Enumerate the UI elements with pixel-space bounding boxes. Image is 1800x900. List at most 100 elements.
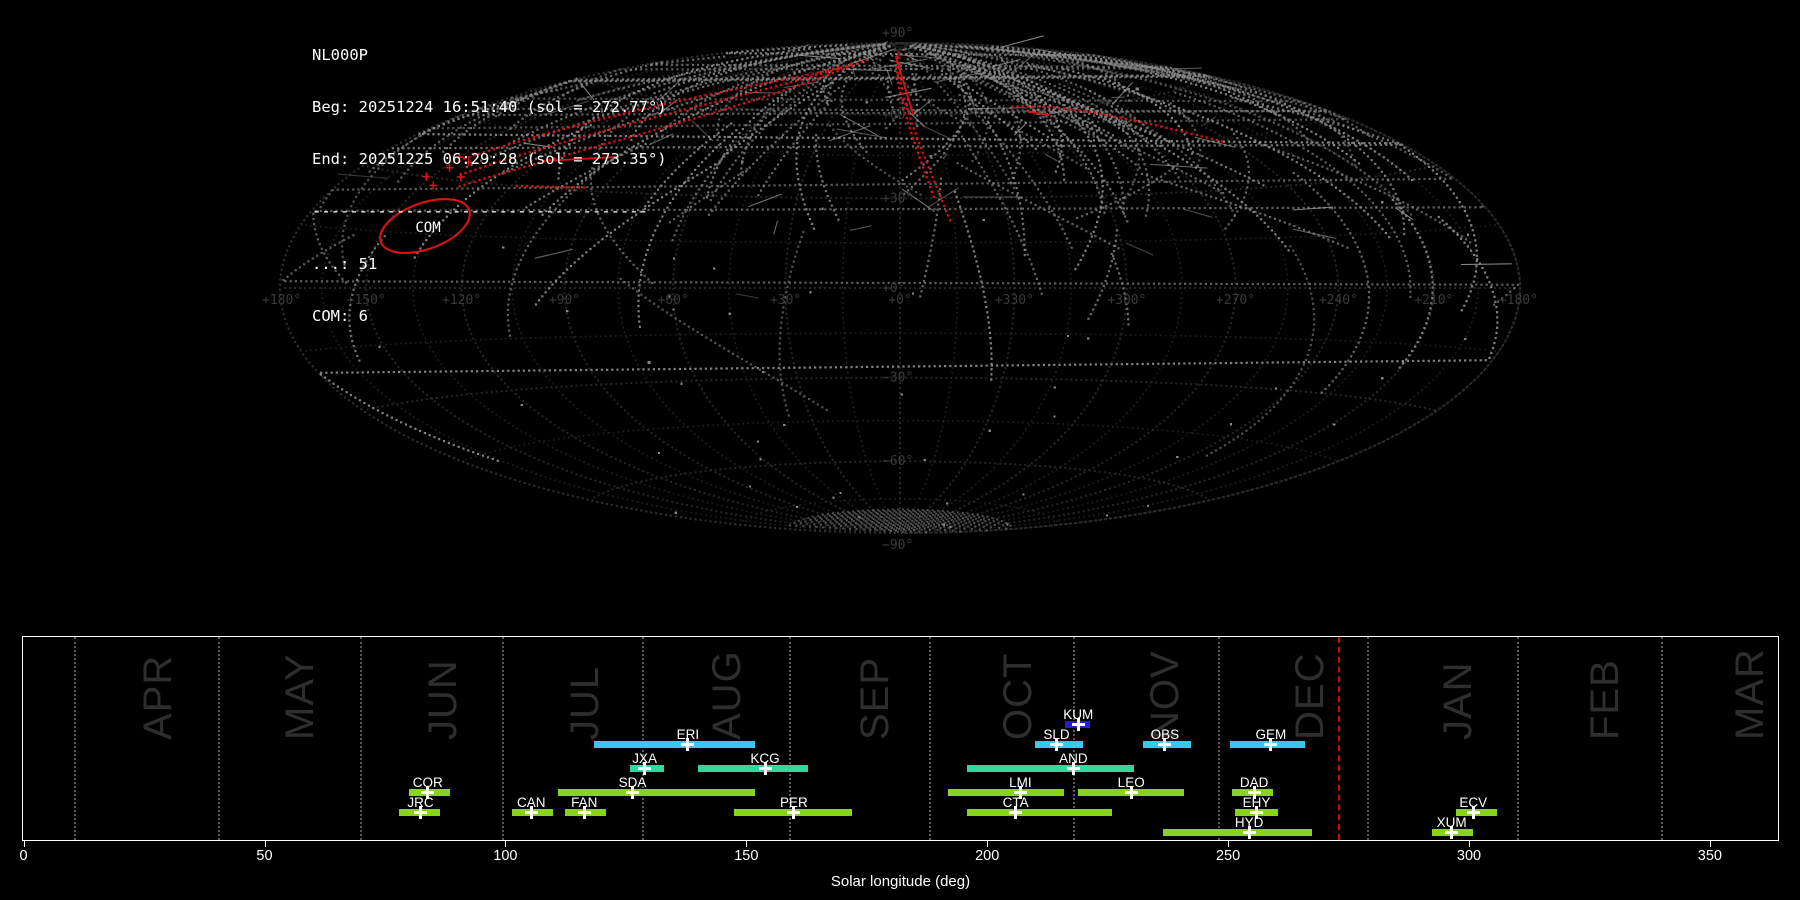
shower-code-label: THA — [1163, 840, 1190, 841]
shower-bar[interactable]: FAN — [565, 796, 606, 819]
shower-code-label: JIP — [481, 840, 501, 841]
shower-bar[interactable]: JRC — [398, 796, 440, 819]
axis-tick — [1469, 841, 1470, 847]
ra-tick-label: +150° — [347, 293, 386, 308]
shower-bar[interactable]: CTA — [967, 796, 1112, 819]
ra-tick-label: +180° — [1499, 293, 1538, 308]
ra-tick-label: +330° — [995, 293, 1034, 308]
month-divider — [1516, 637, 1519, 840]
axis-title: Solar longitude (deg) — [830, 873, 971, 890]
axis-tick — [23, 841, 25, 847]
ra-tick-label: +270° — [1216, 293, 1255, 308]
end-time: End: 20251225 06:29:28 (sol = 273.35°) — [312, 150, 667, 169]
shower-code-label: QUA — [1367, 840, 1396, 841]
shower-code-label: FAN — [571, 795, 598, 810]
shower-code-label: LMI — [1009, 775, 1032, 790]
com-highlight-ellipse: COM — [379, 198, 471, 254]
ra-tick-label: +60° — [657, 293, 688, 308]
total-count: ...: 51 — [312, 254, 378, 273]
month-divider — [502, 637, 505, 840]
com-ellipse — [379, 198, 471, 254]
shower-code-label: CAN — [517, 795, 546, 810]
shower-code-label: RPU — [1098, 840, 1127, 841]
month-label-feb: FEB — [1583, 659, 1627, 740]
shower-code-label: TAH — [340, 840, 366, 841]
active-radiant-points — [422, 51, 1223, 222]
shower-code-label: LEO — [1117, 775, 1145, 790]
shower-bar[interactable]: OBS — [1143, 728, 1192, 751]
shower-code-label: LUM — [1042, 840, 1071, 841]
shower-bar[interactable]: HYD — [1162, 816, 1312, 839]
shower-bar[interactable]: LEO — [1078, 776, 1185, 799]
axis-tick-label: 250 — [1215, 848, 1241, 864]
ra-tick-label: +30° — [770, 293, 801, 308]
month-label-dec: DEC — [1288, 652, 1332, 740]
month-divider — [928, 637, 931, 840]
dec-tick-label: −60° — [882, 454, 913, 469]
shower-code-label: JXA — [632, 751, 657, 766]
shower-code-label: ECV — [1459, 795, 1488, 810]
radiant-track-lines — [282, 35, 1519, 462]
shower-bar[interactable]: PER — [733, 796, 852, 819]
month-divider — [73, 637, 76, 840]
shower-bar[interactable]: ERI — [593, 728, 756, 751]
sky-star-field — [343, 87, 1469, 533]
month-divider — [642, 637, 645, 840]
month-divider — [360, 637, 363, 840]
shower-code-label: XUM — [1436, 815, 1467, 830]
shower-code-label: SLD — [1043, 727, 1070, 742]
month-label-aug: AUG — [705, 650, 749, 740]
axis-tick-label: 100 — [493, 848, 518, 864]
shower-bar[interactable]: CAN — [512, 796, 553, 819]
month-label-jun: JUN — [421, 659, 465, 740]
shower-code-label: IEA — [417, 840, 439, 841]
axis-tick-label: 0 — [19, 848, 28, 864]
shower-bar[interactable]: AND — [967, 752, 1134, 775]
axis-tick — [987, 841, 989, 847]
shower-code-label: KUM — [1063, 707, 1094, 722]
month-divider — [1217, 637, 1220, 840]
ra-tick-label: +90° — [549, 293, 580, 308]
month-label-mar: MAR — [1728, 648, 1772, 740]
shower-code-label: XVI — [1291, 840, 1313, 841]
month-divider — [1367, 637, 1370, 840]
axis-tick-label: 150 — [734, 848, 759, 864]
shower-bar[interactable]: SLD — [1034, 728, 1083, 751]
dec-tick-label: +60° — [882, 108, 913, 123]
shower-code-label: GEM — [1255, 727, 1287, 742]
shower-code-label: PSU — [1228, 840, 1256, 841]
current-sol-line — [1338, 637, 1341, 840]
dec-tick-label: +0° — [882, 281, 905, 296]
month-label-jul: JUL — [563, 665, 607, 740]
shower-activity-timeline[interactable]: APR MAY JUN JUL AUG SEP OCT NOV DEC JAN FEB MAR KUM… — [22, 636, 1779, 841]
month-divider — [789, 637, 792, 840]
shower-code-label: PER — [779, 795, 808, 810]
dec-tick-label: +90° — [882, 26, 913, 41]
solar-longitude-axis: 0 50 100 150 200 250 300 350 Solar longitude (d… — [19, 841, 1779, 900]
ra-tick-label: +240° — [1319, 293, 1358, 308]
month-divider — [218, 637, 221, 840]
shower-bar[interactable]: KCG — [697, 752, 809, 775]
month-divider — [1661, 637, 1664, 840]
month-label-sep: SEP — [853, 656, 897, 740]
sky-map-panel: +180° +150° +120° +90° +60° +30° +0° +330° +300°… — [262, 26, 1538, 553]
ra-tick-label: +300° — [1107, 293, 1146, 308]
month-label-jan: JAN — [1436, 661, 1480, 740]
shower-code-label: DAD — [1239, 775, 1269, 790]
station-id: NL000P — [312, 45, 368, 64]
header-divider: ------------------------------------ — [312, 202, 648, 221]
shower-code-label: OBS — [1150, 727, 1180, 742]
axis-tick — [264, 841, 266, 847]
month-divider — [1073, 637, 1076, 840]
axis-tick — [1709, 841, 1711, 847]
shower-bar[interactable]: JXA — [630, 752, 664, 775]
shower-code-label: SDA — [618, 775, 647, 790]
axis-tick-label: 200 — [975, 848, 1000, 864]
month-label-apr: APR — [136, 654, 180, 740]
shower-bar[interactable]: GEM — [1229, 728, 1305, 751]
shower-bar[interactable]: XUM — [1432, 816, 1474, 839]
com-highlight-label: COM — [415, 220, 440, 236]
axis-tick — [1228, 841, 1230, 847]
shower-code-label: COR — [412, 775, 443, 790]
